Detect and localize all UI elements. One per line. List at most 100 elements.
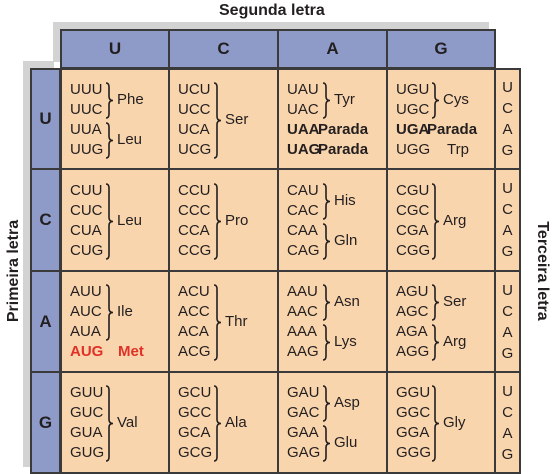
second-letter-header: A [277, 29, 388, 69]
amino-acid-label: Ala [225, 413, 247, 431]
amino-acid-label: Pro [225, 211, 249, 229]
codon: GUG [70, 444, 105, 461]
codon: UGC [396, 101, 430, 118]
amino-acid-label: Leu [117, 130, 143, 148]
group-bracket [105, 284, 114, 341]
amino-acid-label: Ser [443, 292, 467, 310]
third-letter: U [502, 382, 513, 400]
codon: AAU [287, 283, 318, 300]
codon: AAG [287, 343, 319, 360]
amino-acid-label: Parada [427, 121, 478, 138]
codon: UAC [287, 101, 319, 118]
codon: UUG [70, 141, 104, 158]
third-letter: A [502, 424, 513, 442]
codon: CUA [70, 222, 102, 239]
amino-acid-label: Trp [447, 141, 469, 158]
codon-cell [277, 371, 388, 474]
first-letter-header: C [30, 168, 61, 272]
amino-acid-label: Parada [318, 121, 369, 138]
third-letter: U [502, 281, 513, 299]
codon: CUC [70, 202, 103, 219]
group-bracket [322, 223, 331, 260]
group-bracket [322, 183, 331, 220]
third-letter: C [502, 403, 513, 421]
amino-acid-label: Arg [443, 332, 467, 350]
codon: CAU [287, 182, 319, 199]
codon: CAC [287, 202, 319, 219]
codon-cell [277, 168, 388, 272]
first-letter-header: U [30, 68, 61, 170]
codon: GCG [178, 444, 213, 461]
amino-acid-label: Gln [334, 231, 358, 249]
codon: CUG [70, 242, 104, 259]
group-bracket [431, 82, 440, 119]
codon: UUU [70, 81, 103, 98]
codon: GAA [287, 424, 319, 441]
amino-acid-label: Met [118, 343, 144, 360]
third-letter: C [502, 201, 513, 218]
codon: GUC [70, 404, 104, 421]
codon: CGC [396, 202, 430, 219]
codon: UCU [178, 81, 211, 98]
codon-cell [386, 168, 496, 272]
codon: GGG [396, 444, 432, 461]
second-letter-header: C [168, 29, 279, 69]
codon: GAG [287, 444, 321, 461]
second-letter-header: U [60, 29, 170, 69]
codon: ACG [178, 343, 211, 360]
codon: GGC [396, 404, 431, 421]
group-bracket [105, 385, 114, 462]
codon: ACA [178, 323, 209, 340]
codon: AGC [396, 303, 429, 320]
codon: CCU [178, 182, 211, 199]
codon: ACU [178, 283, 210, 300]
group-bracket [105, 122, 114, 159]
codon: GGA [396, 424, 430, 441]
group-bracket [322, 324, 331, 361]
codon: AAA [287, 323, 318, 340]
third-letter: A [502, 323, 513, 341]
codon: GCU [178, 384, 212, 401]
codon: UUA [70, 121, 102, 138]
codon: CAG [287, 242, 320, 259]
amino-acid-label: Val [117, 413, 138, 431]
third-letter: G [501, 344, 514, 362]
codon: GGU [396, 384, 431, 401]
group-bracket [213, 183, 222, 260]
group-bracket [213, 82, 222, 159]
codon: GCA [178, 424, 211, 441]
codon: CAA [287, 222, 318, 239]
amino-acid-label: Lys [334, 332, 357, 350]
codon: AGG [396, 343, 430, 360]
third-letter: G [501, 243, 514, 260]
group-bracket [431, 183, 440, 260]
codon: UCA [178, 121, 210, 138]
codon: CUU [70, 182, 103, 199]
group-bracket [322, 82, 331, 119]
second-letter-title: Segunda letra [219, 2, 325, 19]
group-bracket [213, 385, 222, 462]
codon: UAU [287, 81, 319, 98]
group-bracket [431, 385, 440, 462]
group-bracket [213, 284, 222, 361]
group-bracket [322, 284, 331, 321]
codon: AUC [70, 303, 102, 320]
codon: GCC [178, 404, 212, 421]
amino-acid-label: Cys [443, 90, 469, 108]
codon: AAC [287, 303, 318, 320]
codon-cell [168, 371, 279, 474]
third-letter-title: Terceira letra [534, 221, 551, 321]
amino-acid-label: Asn [334, 292, 360, 310]
codon: UGA [396, 121, 430, 138]
amino-acid-label: Ile [117, 302, 133, 320]
codon: CGU [396, 182, 430, 199]
third-letter: U [502, 79, 513, 96]
amino-acid-label: His [334, 191, 356, 209]
codon: UCG [178, 141, 212, 158]
first-letter-title: Primeira letra [5, 219, 22, 323]
codon: UGU [396, 81, 430, 98]
codon: UAA [287, 121, 320, 138]
amino-acid-label: Leu [117, 211, 143, 229]
third-letter: G [501, 445, 514, 463]
